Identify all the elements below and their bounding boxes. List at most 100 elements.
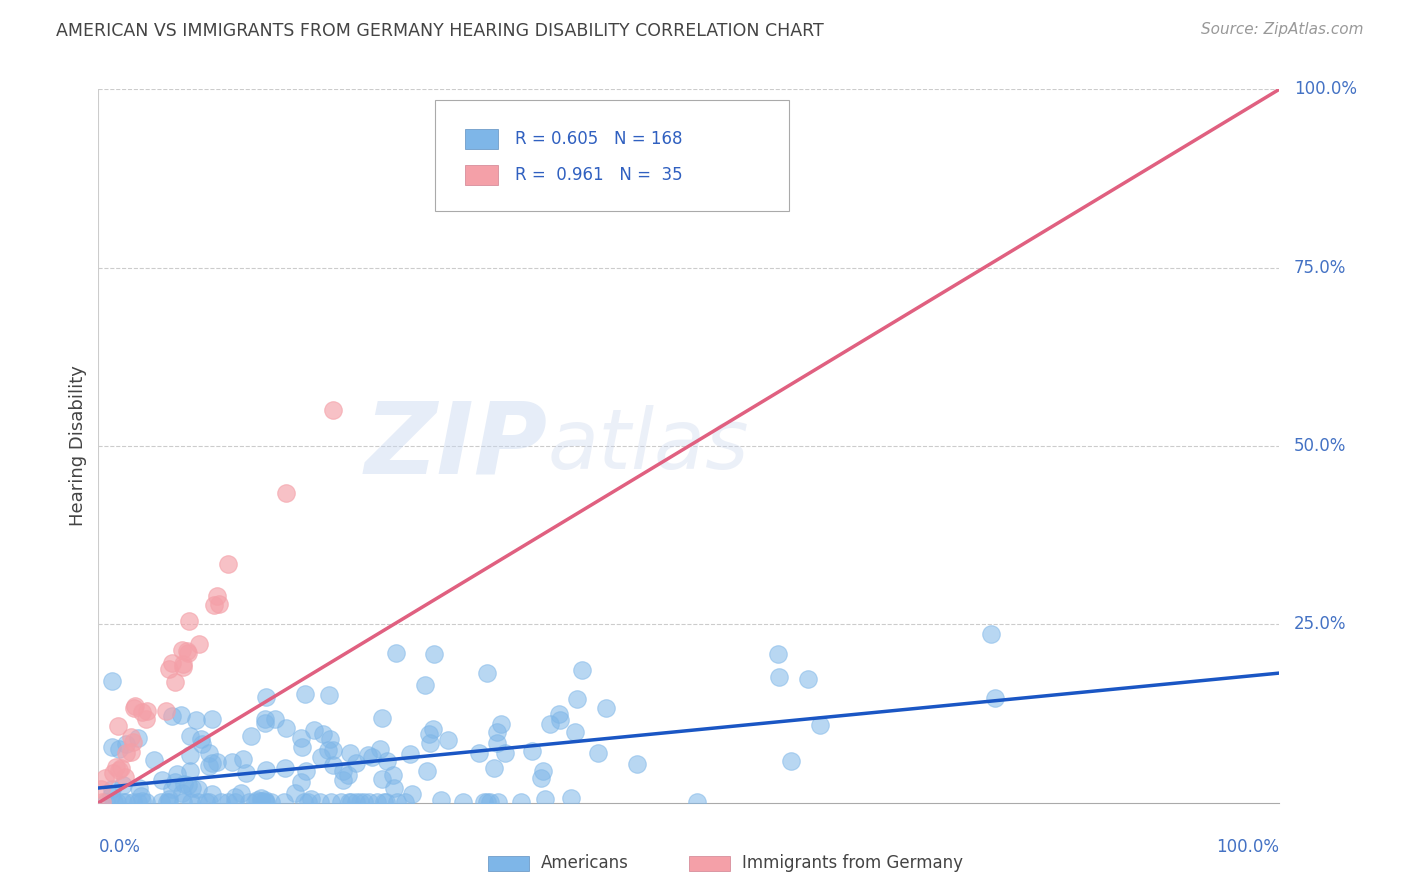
Point [122,701,145,715]
Point [332,773,354,788]
Point [418,727,440,741]
Point [131,794,153,808]
Point [235,766,257,780]
Point [382,781,405,796]
Point [202,598,225,612]
Point [176,644,198,658]
Point [371,711,394,725]
Text: 25.0%: 25.0% [1294,615,1346,633]
Point [485,724,508,739]
Point [311,750,333,764]
Point [980,627,1002,641]
Point [451,795,474,809]
Point [205,755,228,769]
Point [217,795,239,809]
Point [114,770,136,784]
Point [108,763,131,777]
Point [276,486,298,500]
Point [172,795,194,809]
Point [176,646,198,660]
Text: R = 0.605   N = 168: R = 0.605 N = 168 [516,130,683,148]
Text: 75.0%: 75.0% [1294,259,1346,277]
Point [482,761,505,775]
Point [374,795,396,809]
Point [509,795,531,809]
Point [339,747,361,761]
Point [415,678,437,692]
Point [290,774,312,789]
Y-axis label: Hearing Disability: Hearing Disability [69,366,87,526]
Point [254,795,277,809]
Point [291,740,314,755]
Point [475,795,498,809]
Point [422,722,444,736]
Point [533,792,555,806]
Point [468,747,491,761]
Point [250,791,273,805]
Point [201,712,224,726]
Point [295,764,318,778]
Point [198,795,221,809]
Point [120,745,142,759]
Point [100,782,122,797]
Point [179,748,201,763]
Point [135,795,157,809]
Point [308,795,330,809]
Point [209,795,232,809]
Point [198,746,221,760]
Point [437,733,460,747]
Point [401,787,423,801]
Point [170,642,193,657]
Text: 100.0%: 100.0% [1216,838,1279,856]
Point [373,795,395,809]
Point [172,657,194,671]
Text: Immigrants from Germany: Immigrants from Germany [742,855,963,872]
Point [319,731,342,746]
Point [356,748,378,763]
Text: 100.0%: 100.0% [1294,80,1357,98]
Point [120,730,142,744]
Point [163,775,186,789]
Point [254,763,277,777]
Point [254,716,277,731]
Point [127,795,149,809]
Point [246,793,269,807]
Point [290,731,312,746]
Point [394,795,416,809]
Point [94,771,117,785]
Point [399,747,422,761]
Point [260,795,283,809]
Point [104,760,127,774]
Bar [488,855,529,871]
Point [177,614,200,628]
Point [122,795,145,809]
Point [101,674,124,689]
Point [419,735,441,749]
Point [477,665,499,680]
Point [94,795,117,809]
Point [114,746,136,760]
Bar [689,855,730,871]
Point [337,795,360,809]
Point [368,742,391,756]
Text: 50.0%: 50.0% [1294,437,1346,455]
Point [162,781,184,796]
Point [319,795,342,809]
Point [127,731,149,745]
Point [538,717,561,731]
Point [166,767,188,781]
Point [250,794,273,808]
Point [808,718,831,732]
Point [232,752,254,766]
Point [322,743,344,757]
Point [90,782,112,797]
Point [316,743,339,757]
Point [200,756,222,771]
Point [292,795,315,809]
Point [187,795,209,809]
Point [163,674,186,689]
Point [626,756,648,771]
Point [336,768,359,782]
Point [240,729,263,743]
Point [595,701,617,715]
